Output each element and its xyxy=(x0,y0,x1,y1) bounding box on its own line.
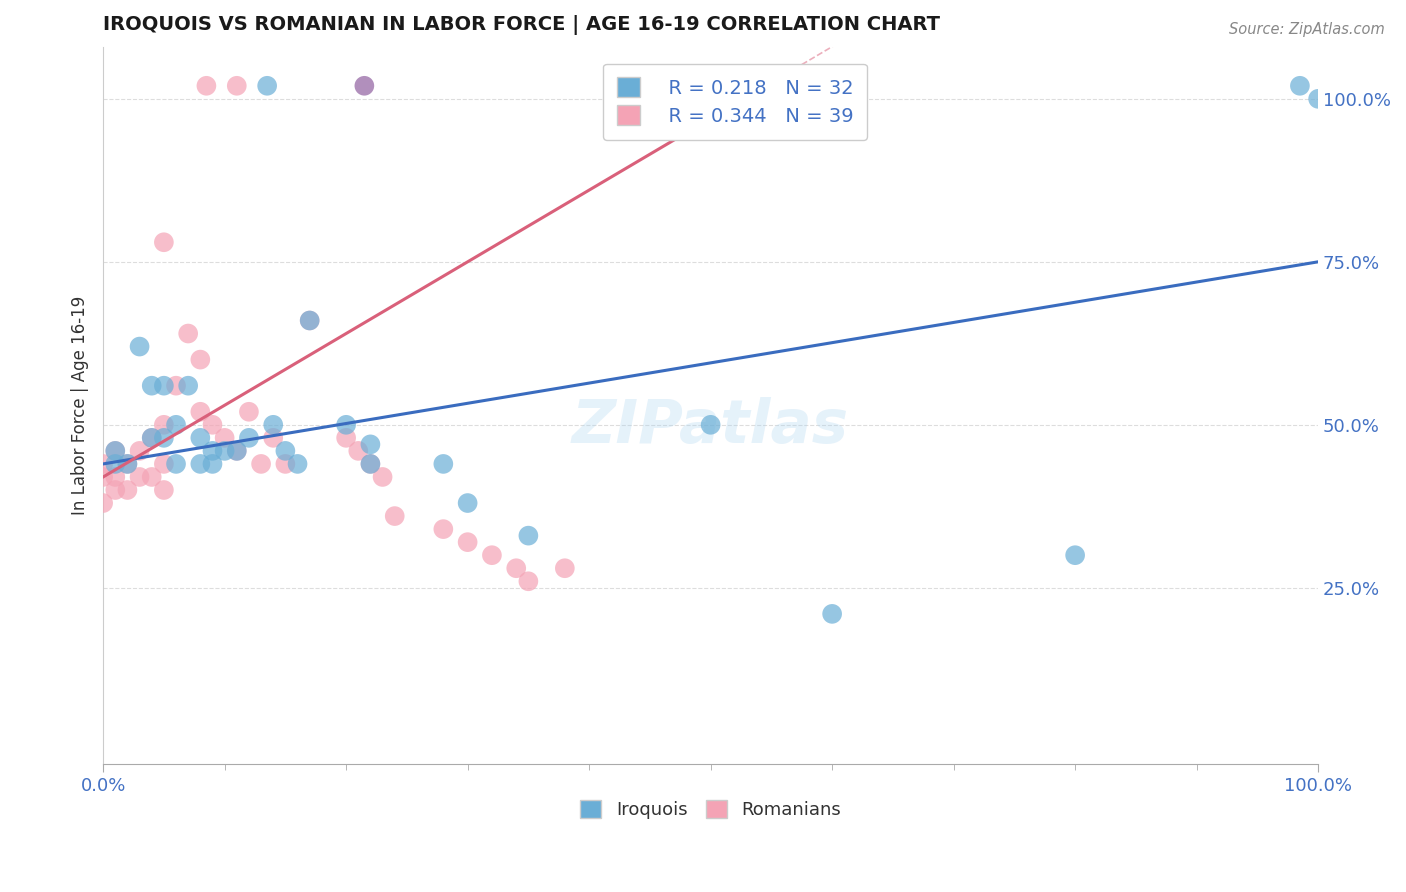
Point xyxy=(432,457,454,471)
Point xyxy=(481,548,503,562)
Point xyxy=(128,443,150,458)
Point xyxy=(262,431,284,445)
Text: Source: ZipAtlas.com: Source: ZipAtlas.com xyxy=(1229,22,1385,37)
Point xyxy=(188,352,211,367)
Point xyxy=(153,457,176,471)
Point xyxy=(117,457,139,471)
Point xyxy=(457,496,479,510)
Point xyxy=(353,78,375,93)
Point xyxy=(225,78,247,93)
Point xyxy=(225,443,247,458)
Point xyxy=(699,417,721,432)
Point xyxy=(554,561,576,575)
Y-axis label: In Labor Force | Age 16-19: In Labor Force | Age 16-19 xyxy=(72,295,89,515)
Point xyxy=(177,326,200,341)
Point xyxy=(274,443,297,458)
Point xyxy=(153,483,176,497)
Point xyxy=(274,457,297,471)
Point xyxy=(432,522,454,536)
Point xyxy=(214,443,236,458)
Point xyxy=(104,483,127,497)
Point xyxy=(165,457,187,471)
Point xyxy=(335,417,357,432)
Point xyxy=(238,431,260,445)
Point xyxy=(371,470,394,484)
Point xyxy=(1064,548,1087,562)
Point xyxy=(201,457,224,471)
Point xyxy=(91,496,114,510)
Point xyxy=(347,443,370,458)
Point xyxy=(128,470,150,484)
Point xyxy=(287,457,309,471)
Point xyxy=(153,235,176,250)
Point xyxy=(250,457,273,471)
Point xyxy=(177,378,200,392)
Point xyxy=(188,431,211,445)
Point xyxy=(359,457,381,471)
Point xyxy=(141,431,163,445)
Point xyxy=(1308,92,1330,106)
Point xyxy=(117,483,139,497)
Text: IROQUOIS VS ROMANIAN IN LABOR FORCE | AGE 16-19 CORRELATION CHART: IROQUOIS VS ROMANIAN IN LABOR FORCE | AG… xyxy=(103,15,941,35)
Point xyxy=(153,431,176,445)
Point xyxy=(117,457,139,471)
Point xyxy=(195,78,218,93)
Text: ZIPatlas: ZIPatlas xyxy=(572,397,849,457)
Point xyxy=(238,405,260,419)
Point xyxy=(165,378,187,392)
Point xyxy=(262,417,284,432)
Point xyxy=(359,437,381,451)
Point xyxy=(153,417,176,432)
Point xyxy=(201,443,224,458)
Point xyxy=(384,509,406,524)
Point xyxy=(256,78,278,93)
Point xyxy=(91,457,114,471)
Point xyxy=(657,78,679,93)
Point xyxy=(505,561,527,575)
Point xyxy=(298,313,321,327)
Point xyxy=(188,457,211,471)
Point xyxy=(91,470,114,484)
Point xyxy=(104,443,127,458)
Point xyxy=(1289,78,1312,93)
Point xyxy=(141,431,163,445)
Point xyxy=(821,607,844,621)
Point xyxy=(298,313,321,327)
Point xyxy=(153,378,176,392)
Point xyxy=(165,417,187,432)
Point xyxy=(128,340,150,354)
Point xyxy=(141,470,163,484)
Point xyxy=(201,417,224,432)
Point xyxy=(104,470,127,484)
Point xyxy=(517,528,540,542)
Point xyxy=(104,457,127,471)
Point xyxy=(517,574,540,589)
Point xyxy=(188,405,211,419)
Point xyxy=(359,457,381,471)
Point xyxy=(104,443,127,458)
Point xyxy=(457,535,479,549)
Point xyxy=(335,431,357,445)
Point xyxy=(225,443,247,458)
Point xyxy=(214,431,236,445)
Legend: Iroquois, Romanians: Iroquois, Romanians xyxy=(572,793,849,827)
Point xyxy=(141,378,163,392)
